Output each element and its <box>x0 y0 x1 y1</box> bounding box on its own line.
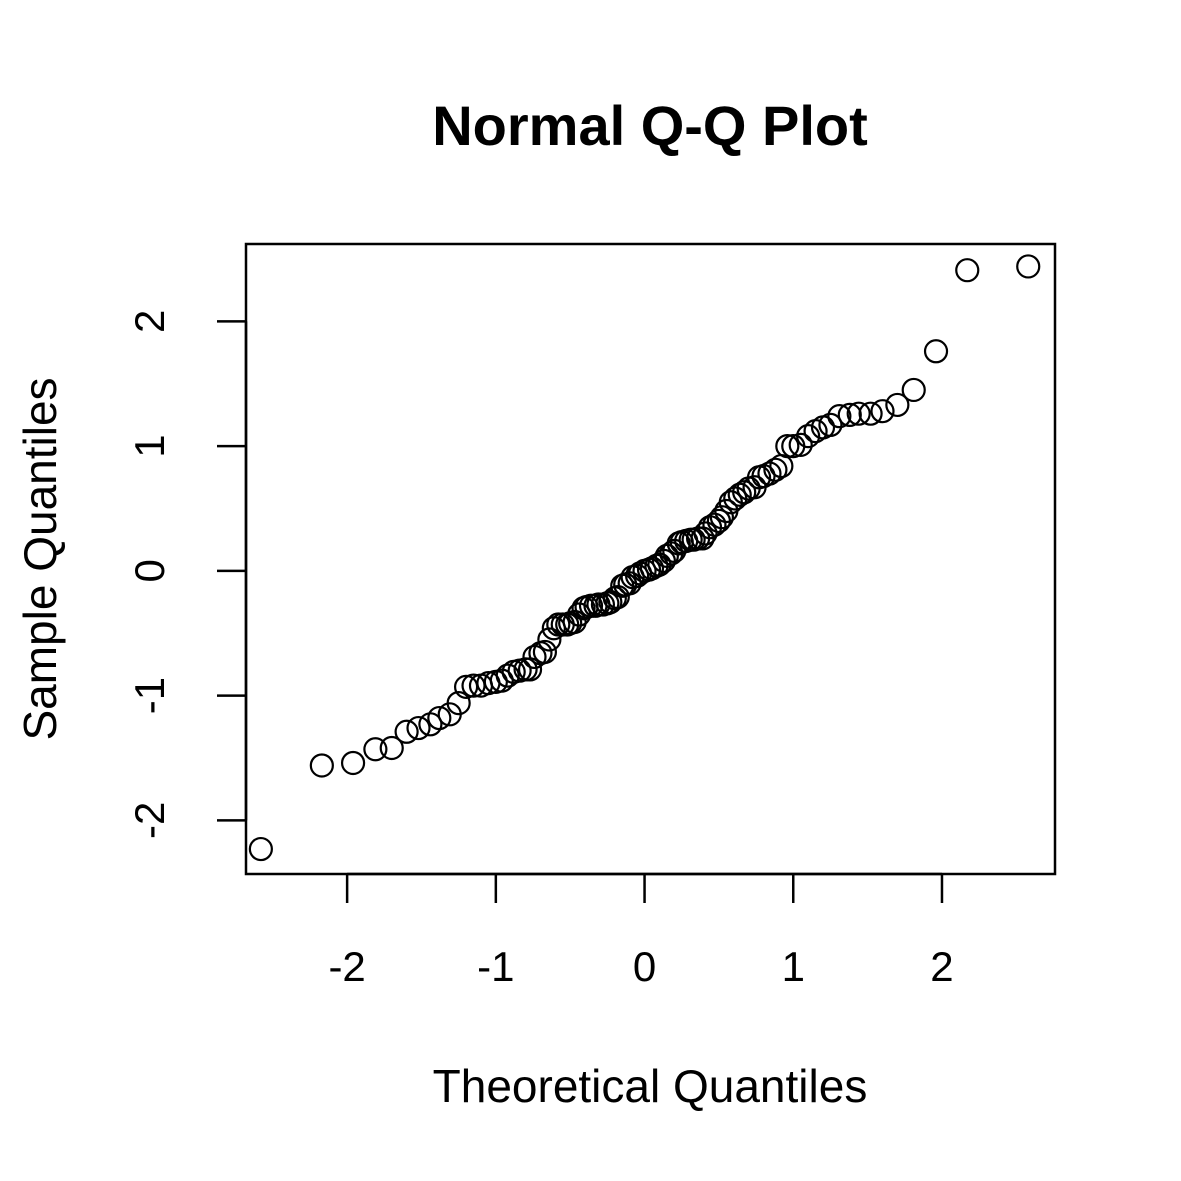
data-point <box>532 639 558 665</box>
data-point <box>598 589 623 615</box>
data-point <box>885 392 910 418</box>
data-point <box>693 521 718 546</box>
data-point <box>837 402 862 428</box>
data-point <box>309 753 334 778</box>
data-point <box>379 735 404 761</box>
data-point <box>709 505 734 530</box>
y-tick-label: 0 <box>126 559 173 582</box>
data-point <box>870 399 895 424</box>
y-tick-label: -1 <box>126 677 173 714</box>
data-point <box>605 584 630 610</box>
data-point <box>537 627 562 652</box>
data-point <box>625 563 650 588</box>
y-tick-label: 1 <box>126 434 173 457</box>
y-axis-label: Sample Quantiles <box>14 377 66 740</box>
chart-title: Normal Q-Q Plot <box>432 94 868 157</box>
data-point <box>363 737 388 762</box>
data-points <box>248 254 1041 862</box>
data-point <box>248 836 273 862</box>
data-point <box>702 512 727 537</box>
data-point <box>846 401 871 426</box>
x-axis-label: Theoretical Quantiles <box>433 1060 868 1112</box>
x-tick-label: 0 <box>633 943 656 990</box>
x-tick-label: 1 <box>782 943 805 990</box>
data-point <box>955 258 980 283</box>
data-point <box>340 750 366 776</box>
data-point <box>763 457 788 482</box>
data-point <box>427 705 452 731</box>
x-tick-label: 2 <box>930 943 953 990</box>
data-point <box>446 690 471 716</box>
x-tick-label: -2 <box>328 943 365 990</box>
x-tick-label: -1 <box>477 943 514 990</box>
data-point <box>827 404 852 429</box>
data-point <box>757 461 782 486</box>
data-point <box>775 433 800 459</box>
data-point <box>406 715 431 741</box>
data-point <box>796 424 821 449</box>
y-tick-label: 2 <box>126 310 173 333</box>
data-point <box>923 339 949 364</box>
data-point <box>818 412 843 437</box>
data-point <box>901 377 926 403</box>
data-point <box>1016 254 1041 279</box>
data-point <box>495 663 520 688</box>
x-axis: -2 -1 0 1 2 <box>328 872 954 990</box>
data-point <box>394 719 419 744</box>
data-point <box>489 668 514 693</box>
data-point <box>788 432 813 457</box>
y-axis: -2 -1 0 1 2 <box>126 310 248 839</box>
data-point <box>858 401 883 426</box>
y-tick-label: -2 <box>126 802 173 839</box>
